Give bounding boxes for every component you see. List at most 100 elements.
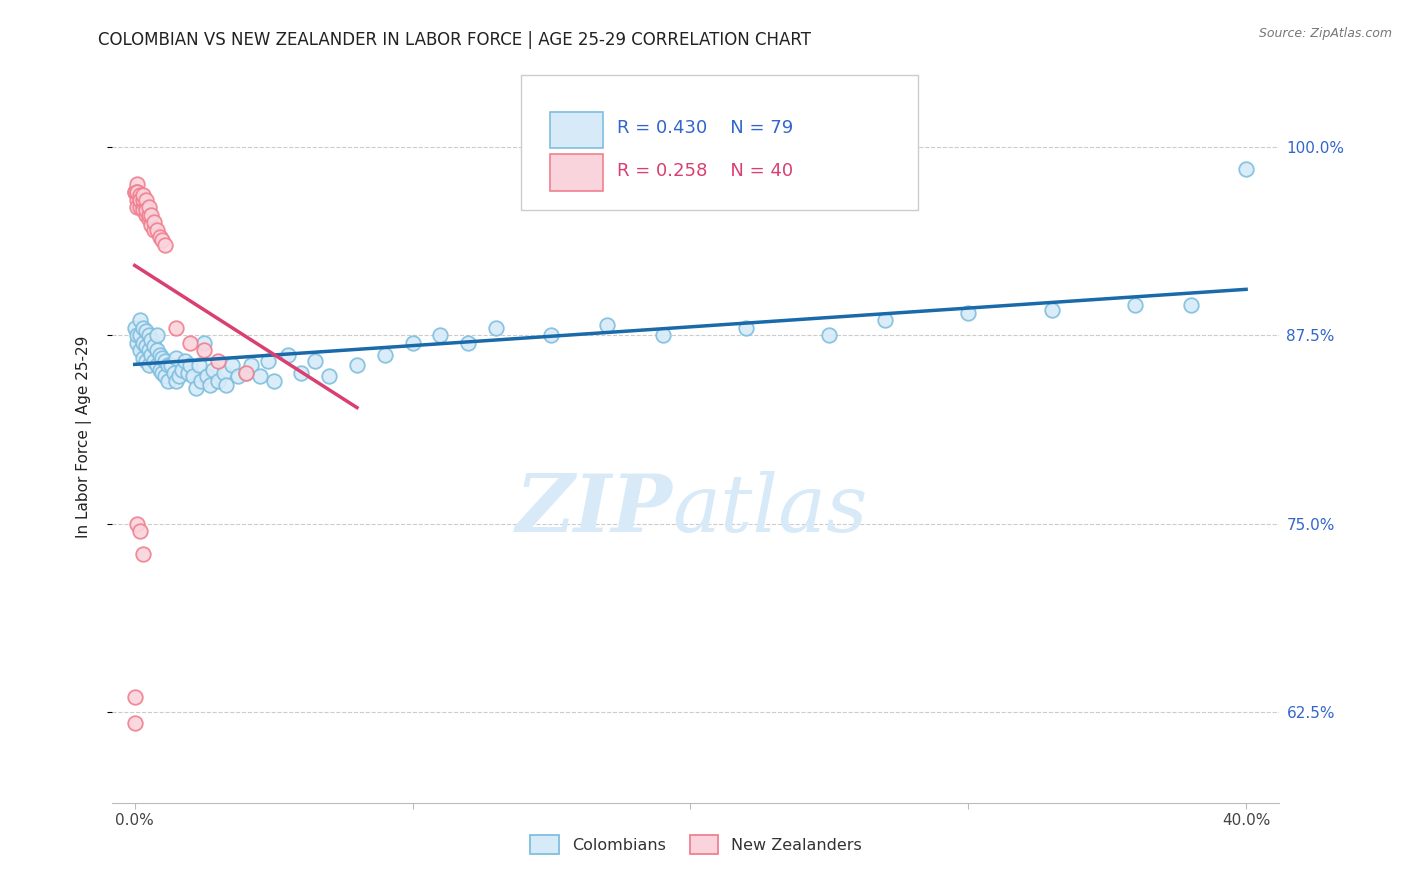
Point (138, 200, 160, 214)
Point (129, 313, 152, 327)
Point (146, 359, 169, 373)
Point (401, 335, 423, 350)
Point (146, 223, 169, 237)
Point (155, 369, 177, 384)
Point (129, 193, 152, 207)
Text: COLOMBIAN VS NEW ZEALANDER IN LABOR FORCE | AGE 25-29 CORRELATION CHART: COLOMBIAN VS NEW ZEALANDER IN LABOR FORC… (98, 31, 811, 49)
Point (132, 335, 155, 350)
Point (149, 230, 172, 244)
Point (141, 333, 163, 347)
Point (167, 369, 190, 384)
Point (152, 351, 174, 365)
FancyBboxPatch shape (520, 75, 918, 211)
Point (141, 348, 163, 362)
Point (129, 328, 152, 343)
Point (149, 348, 172, 362)
Point (135, 193, 157, 207)
Point (135, 339, 157, 353)
Point (485, 320, 508, 334)
Point (138, 343, 160, 358)
Point (181, 369, 204, 384)
Point (135, 324, 157, 338)
Point (157, 374, 180, 388)
Point (221, 359, 243, 373)
Point (257, 354, 280, 368)
Text: atlas: atlas (672, 472, 868, 549)
Point (540, 328, 562, 343)
Point (129, 343, 152, 358)
Point (235, 366, 257, 380)
Point (735, 320, 758, 334)
Point (127, 193, 149, 207)
Point (226, 369, 249, 384)
Point (152, 366, 174, 380)
Point (249, 369, 271, 384)
Point (873, 313, 896, 327)
Legend: Colombians, New Zealanders: Colombians, New Zealanders (524, 829, 868, 861)
Point (157, 359, 180, 373)
Point (165, 351, 187, 365)
Point (173, 354, 195, 368)
Point (155, 354, 177, 368)
Point (184, 381, 207, 395)
Point (160, 359, 183, 373)
FancyBboxPatch shape (550, 154, 603, 191)
Point (193, 335, 215, 350)
Y-axis label: In Labor Force | Age 25-29: In Labor Force | Age 25-29 (76, 336, 91, 538)
Point (138, 328, 160, 343)
Point (149, 363, 172, 377)
Point (179, 359, 201, 373)
Point (429, 328, 451, 343)
Point (143, 215, 166, 229)
Point (146, 343, 169, 358)
Point (129, 200, 152, 214)
Point (143, 223, 166, 237)
Point (818, 328, 841, 343)
Point (124, 715, 146, 730)
Point (129, 188, 152, 202)
Point (132, 193, 155, 207)
Point (1291, 320, 1313, 334)
Point (124, 185, 146, 199)
Point (1040, 302, 1063, 317)
Point (127, 185, 149, 199)
Text: ZIP: ZIP (516, 472, 672, 549)
Point (135, 203, 157, 218)
Point (198, 378, 221, 392)
Point (127, 185, 149, 199)
Point (240, 359, 263, 373)
Point (212, 366, 235, 380)
Point (132, 200, 155, 214)
Point (124, 185, 146, 199)
Point (596, 318, 619, 332)
Point (1123, 298, 1146, 312)
Point (215, 378, 238, 392)
Point (165, 320, 187, 334)
Point (135, 354, 157, 368)
Point (132, 547, 155, 561)
Point (1180, 298, 1202, 312)
Point (263, 374, 285, 388)
Point (957, 306, 980, 320)
Point (235, 366, 257, 380)
Point (138, 208, 160, 222)
Point (132, 351, 155, 365)
Point (138, 212, 160, 227)
Point (129, 193, 152, 207)
Point (141, 208, 163, 222)
Point (187, 359, 209, 373)
Point (127, 328, 149, 343)
Point (1234, 162, 1257, 177)
Point (290, 366, 312, 380)
Point (146, 328, 169, 343)
Point (170, 363, 193, 377)
Point (162, 366, 184, 380)
Point (155, 237, 177, 252)
Point (346, 359, 368, 373)
Point (135, 208, 157, 222)
Point (165, 374, 187, 388)
Point (132, 188, 155, 202)
Point (132, 203, 155, 218)
Text: R = 0.258    N = 40: R = 0.258 N = 40 (617, 161, 793, 180)
Point (135, 200, 157, 214)
